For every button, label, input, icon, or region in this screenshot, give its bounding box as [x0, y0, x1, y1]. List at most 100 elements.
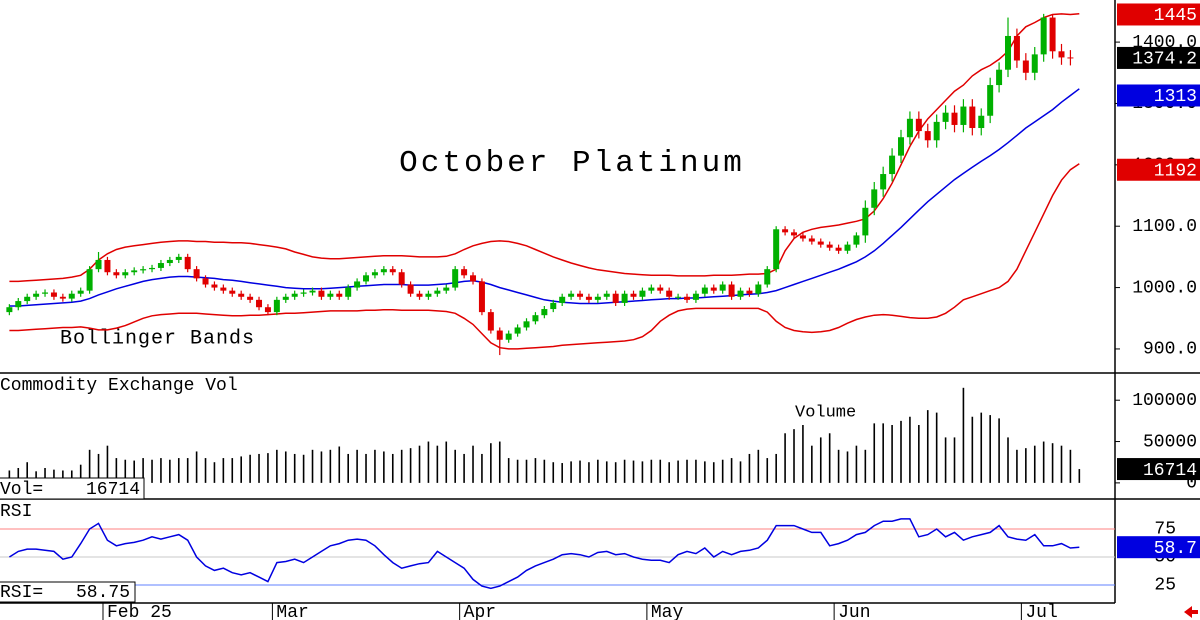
- candle-body: [969, 106, 976, 129]
- candle-body: [68, 293, 75, 299]
- readout-box: [1117, 3, 1200, 26]
- candle-body: [336, 293, 343, 297]
- candle-body: [1022, 60, 1029, 73]
- bollinger-band: [9, 163, 1080, 350]
- y-tick-label: 1100.0: [1132, 217, 1197, 237]
- candle-body: [577, 293, 584, 297]
- candle-body: [264, 307, 271, 313]
- candle-body: [773, 229, 780, 270]
- candle-body: [987, 85, 994, 116]
- readout-panel: [0, 581, 136, 603]
- candle-body: [50, 292, 57, 297]
- candle-body: [1049, 17, 1056, 52]
- x-tick-label: May: [651, 603, 684, 620]
- candle-body: [496, 330, 503, 340]
- candle-body: [978, 115, 985, 129]
- candle-body: [728, 284, 735, 297]
- candle-body: [113, 272, 120, 276]
- candle-body: [24, 296, 31, 302]
- y-tick-label: 75: [1154, 520, 1176, 540]
- x-tick-label: Jun: [838, 603, 870, 620]
- y-tick-label: 0: [1186, 474, 1197, 494]
- candle-body: [371, 272, 378, 276]
- candle-body: [648, 287, 655, 291]
- candle-body: [1067, 57, 1074, 59]
- y-tick-label: 50000: [1143, 432, 1197, 452]
- candle-body: [425, 293, 432, 297]
- candle-body: [6, 307, 13, 313]
- readout-value: 1192: [1154, 161, 1197, 181]
- candle-body: [791, 232, 798, 236]
- candle-body: [15, 301, 22, 308]
- candle-body: [487, 312, 494, 331]
- candle-body: [238, 293, 245, 297]
- candle-body: [996, 69, 1003, 86]
- candle-body: [140, 269, 147, 271]
- candle-body: [853, 235, 860, 245]
- y-tick-label: 1000.0: [1132, 278, 1197, 298]
- candle-body: [585, 296, 592, 300]
- candle-body: [550, 302, 557, 310]
- candle-body: [755, 284, 762, 294]
- readout-box: [1117, 158, 1200, 181]
- candle-body: [532, 315, 539, 322]
- candle-body: [898, 137, 905, 156]
- readout-panel: [0, 477, 145, 500]
- bollinger-band: [9, 88, 1080, 307]
- readout-box: [1117, 536, 1200, 559]
- candle-body: [719, 284, 726, 291]
- annotation: Volume: [795, 403, 856, 422]
- candle-body: [817, 241, 824, 245]
- candle-body: [960, 106, 967, 125]
- candle-body: [844, 244, 851, 251]
- candle-body: [122, 272, 129, 276]
- candle-body: [354, 281, 361, 288]
- candle-body: [871, 189, 878, 208]
- x-tick-label: Feb 25: [107, 603, 172, 620]
- candle-body: [684, 296, 691, 300]
- candle-body: [880, 174, 887, 190]
- y-tick-label: 900.0: [1143, 340, 1197, 360]
- candle-body: [309, 290, 316, 293]
- readout-value: 58.7: [1154, 539, 1197, 559]
- candle-body: [764, 269, 771, 285]
- candle-body: [95, 259, 102, 270]
- candle-body: [514, 327, 521, 334]
- candle-body: [175, 256, 182, 260]
- panel-title: Commodity Exchange Vol: [0, 376, 238, 396]
- candle-body: [461, 269, 468, 276]
- candle-body: [211, 284, 218, 288]
- readout-value: 1374.2: [1132, 50, 1197, 70]
- candle-body: [951, 112, 958, 125]
- candle-body: [363, 275, 370, 282]
- candle-body: [229, 290, 236, 294]
- bollinger-band: [9, 13, 1080, 283]
- candle-body: [639, 290, 646, 297]
- candle-body: [799, 235, 806, 239]
- candle-body: [470, 275, 477, 282]
- candle-body: [318, 290, 325, 297]
- candle-body: [33, 293, 40, 297]
- annotation: Bollinger Bands: [60, 327, 255, 350]
- candle-body: [193, 269, 200, 279]
- candle-body: [924, 131, 931, 141]
- candle-body: [541, 309, 548, 316]
- readout-value: 16714: [86, 480, 140, 500]
- readout-value: 58.75: [76, 583, 130, 603]
- candle-body: [692, 293, 699, 300]
- candle-body: [42, 292, 49, 294]
- candle-body: [443, 287, 450, 291]
- candle-body: [1040, 17, 1047, 55]
- candle-body: [452, 269, 459, 288]
- scroll-arrow[interactable]: [1184, 606, 1198, 618]
- y-tick-label: 25: [1154, 576, 1176, 596]
- candle-body: [889, 155, 896, 175]
- candle-body: [603, 293, 610, 297]
- candle-body: [568, 293, 575, 297]
- rsi-line: [9, 518, 1080, 590]
- candle-body: [915, 118, 922, 132]
- candle-body: [478, 281, 485, 313]
- candle-body: [398, 272, 405, 285]
- candle-body: [808, 238, 815, 242]
- candle-body: [282, 296, 289, 300]
